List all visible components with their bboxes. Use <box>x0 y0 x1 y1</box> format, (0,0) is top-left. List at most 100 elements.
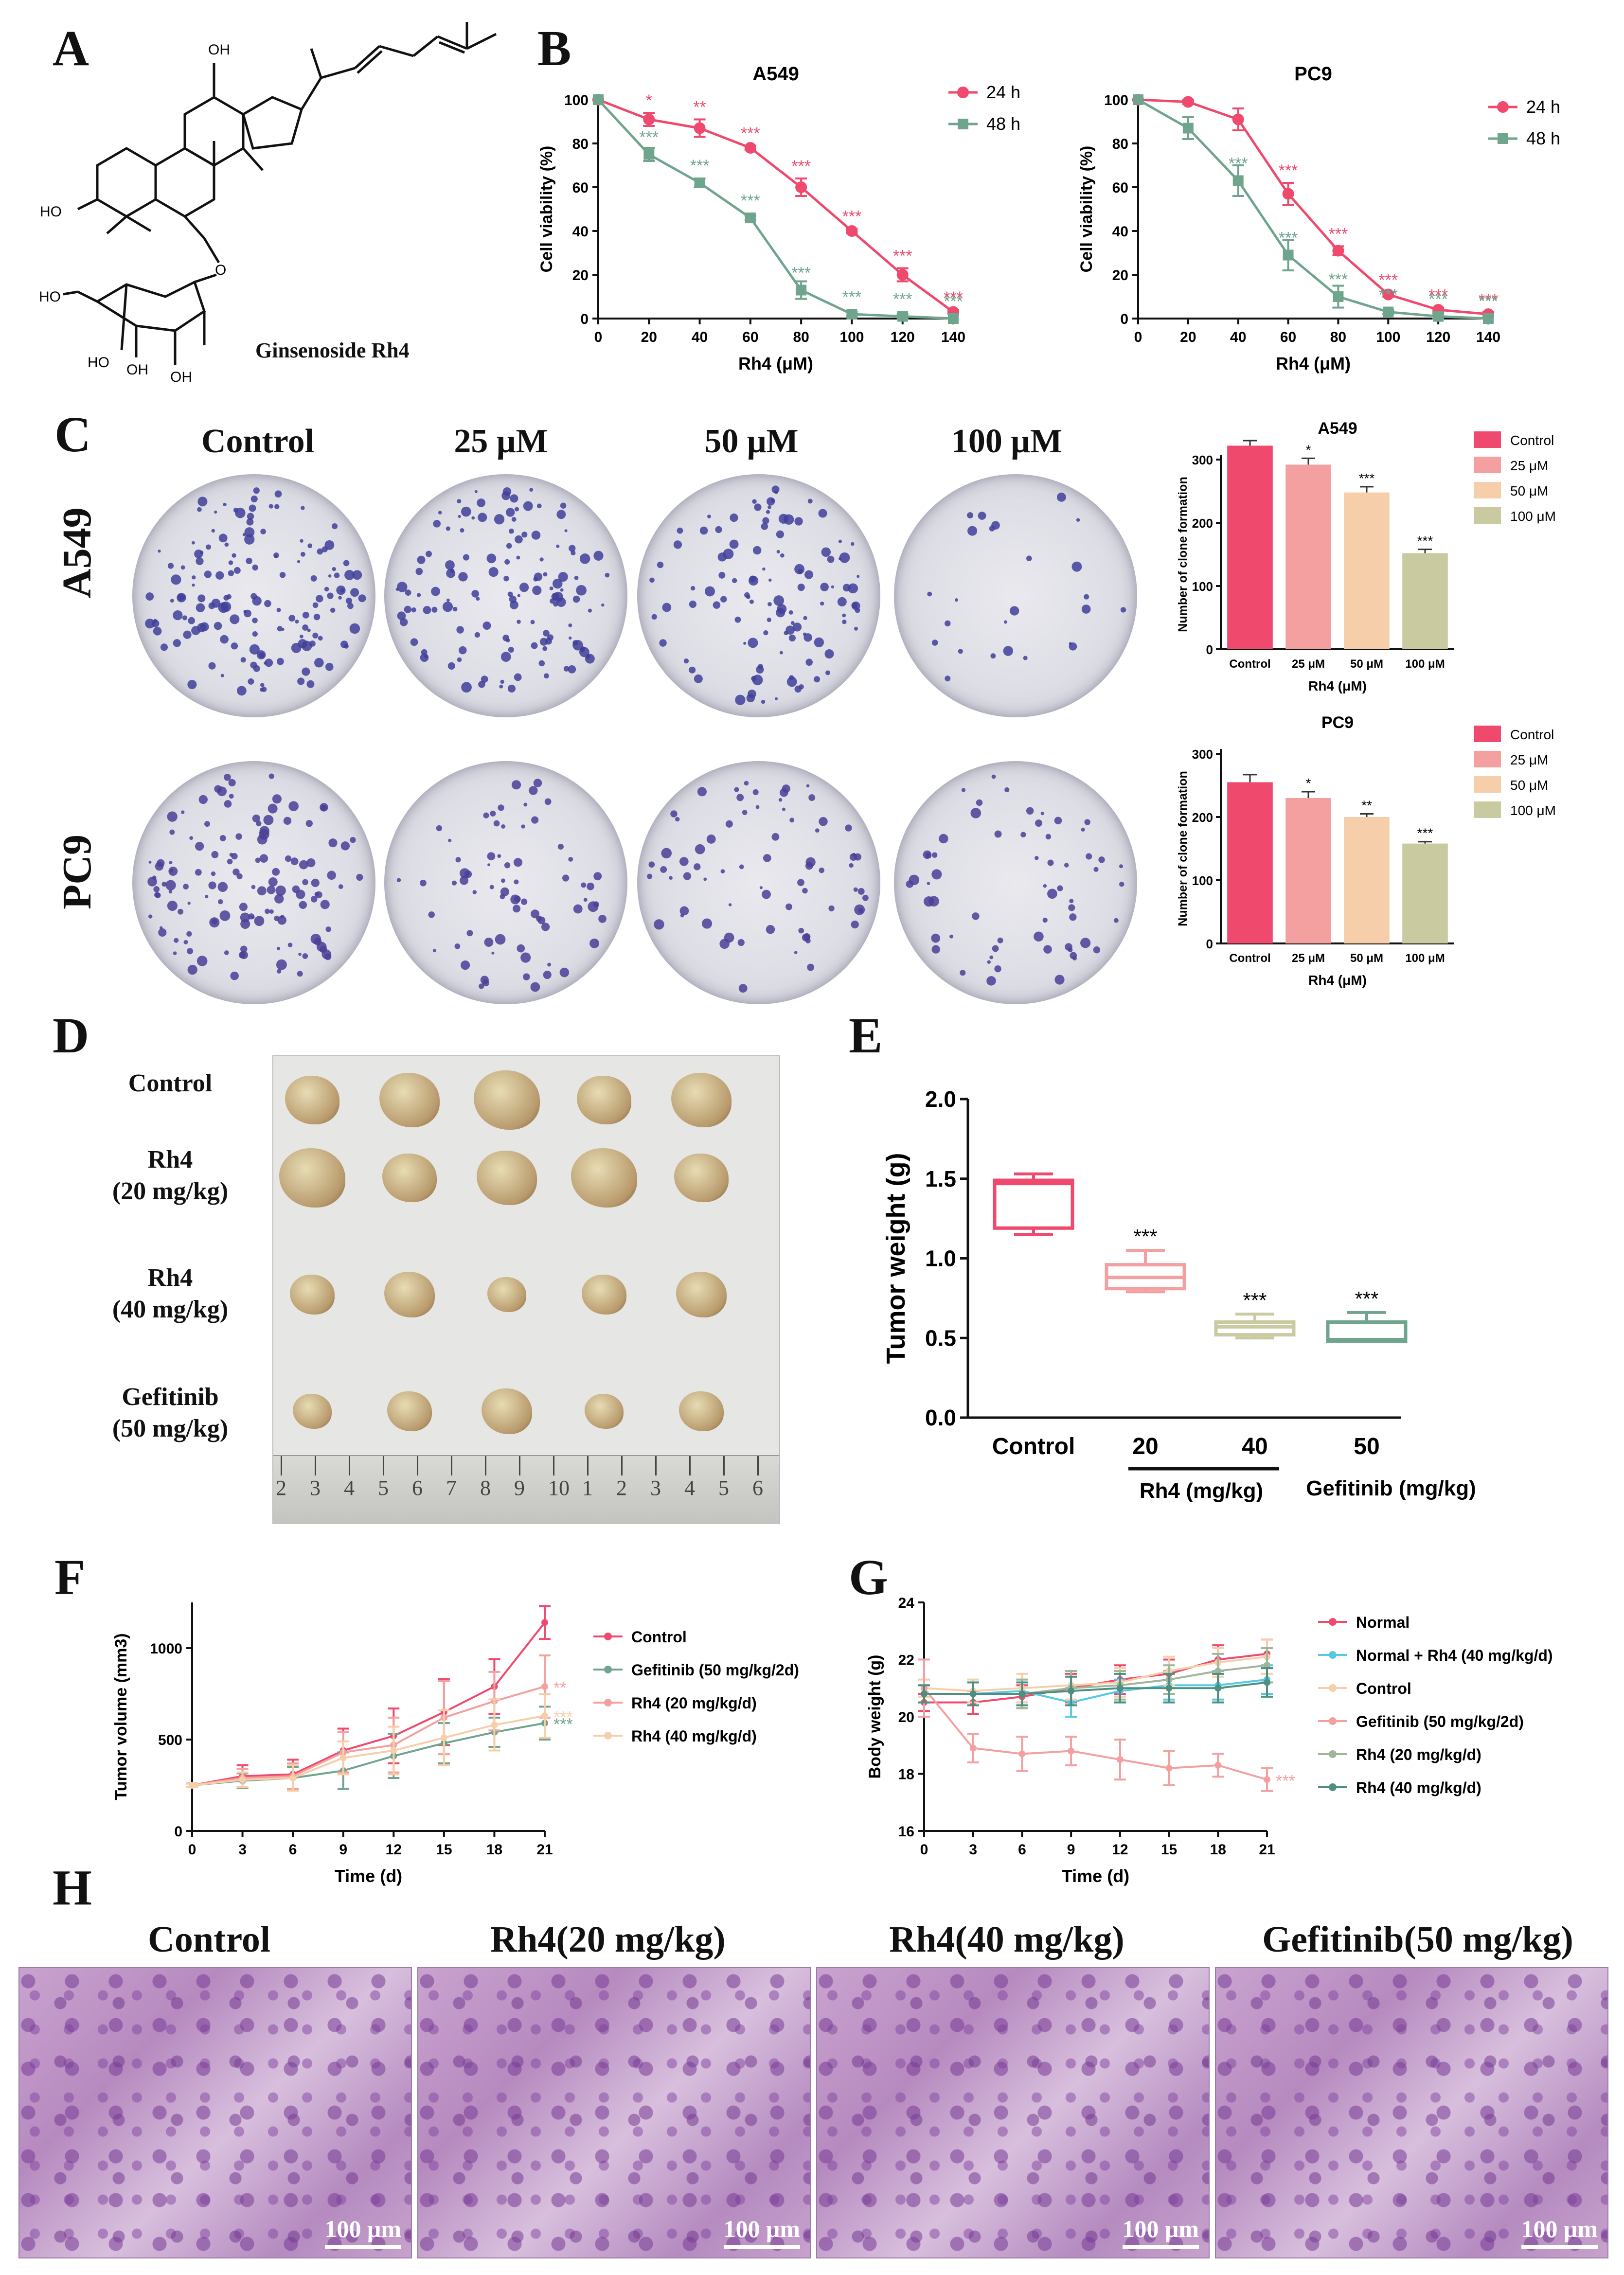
colony <box>211 529 215 533</box>
colony <box>848 583 858 594</box>
ruler-tick <box>451 1456 452 1475</box>
data-point <box>1383 306 1394 318</box>
x-tick-label: 100 μM <box>1405 952 1445 965</box>
data-point <box>744 142 756 154</box>
colony <box>831 585 835 589</box>
colony <box>583 898 588 902</box>
tumor-specimen <box>382 1153 437 1203</box>
colony <box>247 513 254 520</box>
colony <box>744 781 749 786</box>
colony <box>458 515 461 518</box>
legend-label: Normal <box>1356 1614 1410 1631</box>
colony <box>510 494 518 503</box>
colony <box>513 905 521 913</box>
chart-c-a549: A549 0 100 200 300 Control * 25 μM *** 50 μM *** 10… <box>1176 419 1556 693</box>
colony <box>987 960 991 964</box>
colony <box>739 864 744 870</box>
colony <box>837 597 847 606</box>
x-tick-label: 40 <box>1242 1434 1267 1459</box>
colony <box>1068 947 1073 953</box>
data-point <box>1182 123 1194 134</box>
colony <box>748 638 758 648</box>
significance-label: *** <box>1229 155 1248 173</box>
x-tick-label: 0 <box>920 1842 928 1858</box>
colony <box>654 919 664 930</box>
colony <box>327 871 336 880</box>
colony <box>324 953 332 960</box>
colony <box>585 654 595 664</box>
x-tick-label: 0 <box>188 1842 196 1858</box>
bar <box>1227 445 1273 649</box>
colony <box>487 863 491 867</box>
colony <box>782 784 790 793</box>
colony <box>405 589 411 596</box>
colony <box>776 530 784 538</box>
colony <box>431 606 438 613</box>
colony <box>523 802 528 807</box>
colony <box>587 882 594 890</box>
colony <box>768 578 772 582</box>
colony <box>539 638 548 646</box>
data-point <box>541 1712 548 1720</box>
colony <box>771 833 780 841</box>
colony <box>187 680 197 690</box>
colony <box>311 878 320 888</box>
legend-swatch <box>1474 801 1501 818</box>
colony <box>288 615 296 622</box>
colony <box>474 632 481 638</box>
y-axis-label: Body weight (g) <box>866 1655 884 1779</box>
colony <box>495 934 506 945</box>
colony <box>544 673 549 679</box>
data-point <box>1116 1685 1124 1692</box>
colony <box>849 863 854 868</box>
colony <box>302 624 309 631</box>
colony <box>171 574 181 585</box>
tumor-specimen <box>387 1391 432 1432</box>
colony <box>208 602 215 609</box>
colony <box>1080 938 1091 948</box>
colony <box>1034 931 1044 942</box>
panel-label-g: G <box>849 1549 888 1605</box>
colony <box>679 857 689 866</box>
colony <box>581 882 587 888</box>
data-point <box>1264 1776 1270 1783</box>
col-title-control: Control <box>201 423 315 460</box>
colony <box>1057 885 1063 891</box>
x-tick-label: 140 <box>1476 329 1500 345</box>
colony <box>264 661 267 665</box>
histo-title-control: Control <box>148 1919 270 1960</box>
colony-dots <box>147 773 363 980</box>
colony <box>1004 787 1010 793</box>
colony <box>713 601 721 609</box>
data-point <box>1214 1685 1222 1692</box>
colony <box>490 810 496 817</box>
colony <box>828 905 835 912</box>
ruler-tick <box>349 1456 350 1475</box>
colony <box>579 553 590 564</box>
colony <box>297 971 303 977</box>
row-label-rh4-20: Rh4 (20 mg/kg) <box>112 1146 229 1205</box>
colony <box>694 674 703 683</box>
colony <box>661 848 672 859</box>
colony <box>738 984 748 993</box>
legend-swatch <box>1474 507 1501 524</box>
colony <box>1047 859 1054 866</box>
colony <box>420 879 427 887</box>
colony <box>264 600 271 607</box>
tumor-specimen <box>577 1075 631 1125</box>
colony <box>931 852 938 858</box>
colony <box>803 616 807 621</box>
tumor-specimen <box>571 1148 637 1208</box>
x-tick-label: Control <box>1229 952 1270 965</box>
colony <box>215 571 224 580</box>
x-tick-label: 80 <box>1330 329 1346 345</box>
colony <box>1093 946 1101 954</box>
colony <box>195 842 204 851</box>
colony <box>482 979 489 987</box>
colony <box>850 542 855 546</box>
data-point <box>1232 175 1244 186</box>
colony <box>1084 819 1090 825</box>
colony <box>819 867 824 873</box>
colony <box>743 641 747 645</box>
y-tick-label: 80 <box>572 136 589 152</box>
